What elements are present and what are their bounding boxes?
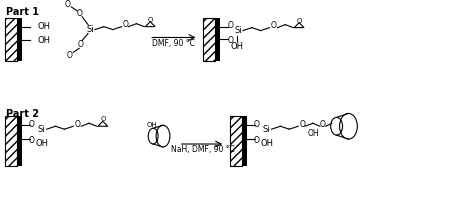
Text: O: O	[254, 120, 260, 129]
Text: O: O	[66, 51, 72, 60]
Text: O: O	[74, 120, 80, 129]
Text: OH: OH	[260, 138, 273, 148]
Bar	[5, 116, 17, 166]
Text: OH: OH	[38, 22, 51, 31]
Text: O: O	[296, 18, 302, 24]
Text: Si: Si	[263, 125, 270, 134]
Text: O: O	[64, 0, 70, 9]
Text: DMF, 90 °C: DMF, 90 °C	[153, 39, 195, 48]
Text: Si: Si	[86, 25, 94, 34]
Text: O: O	[147, 17, 153, 23]
Bar	[17, 18, 22, 61]
Text: OH: OH	[230, 42, 244, 51]
Text: O: O	[299, 120, 305, 129]
Bar	[215, 18, 220, 61]
Text: Si: Si	[38, 125, 46, 134]
Text: O: O	[29, 120, 35, 129]
Text: OH: OH	[38, 36, 51, 45]
Bar	[230, 116, 242, 166]
Text: O: O	[320, 120, 326, 129]
Text: O: O	[76, 9, 82, 18]
Text: O: O	[254, 136, 260, 145]
Bar	[17, 116, 22, 166]
Bar	[5, 18, 17, 61]
Text: Si: Si	[234, 26, 242, 35]
Text: NaH, DMF, 90 °C: NaH, DMF, 90 °C	[171, 145, 235, 155]
Bar	[242, 116, 247, 166]
Text: Part 1: Part 1	[6, 7, 39, 17]
Text: O: O	[123, 20, 128, 29]
Text: O: O	[271, 21, 276, 30]
Bar	[203, 18, 215, 61]
Text: OH: OH	[307, 129, 319, 138]
Text: O: O	[77, 40, 83, 49]
Text: Part 2: Part 2	[6, 108, 39, 118]
Text: OH: OH	[147, 122, 157, 128]
Text: OH: OH	[35, 138, 48, 148]
Text: O: O	[29, 136, 35, 145]
Text: O: O	[227, 36, 233, 45]
Text: O: O	[227, 21, 233, 30]
Text: O: O	[100, 116, 106, 122]
